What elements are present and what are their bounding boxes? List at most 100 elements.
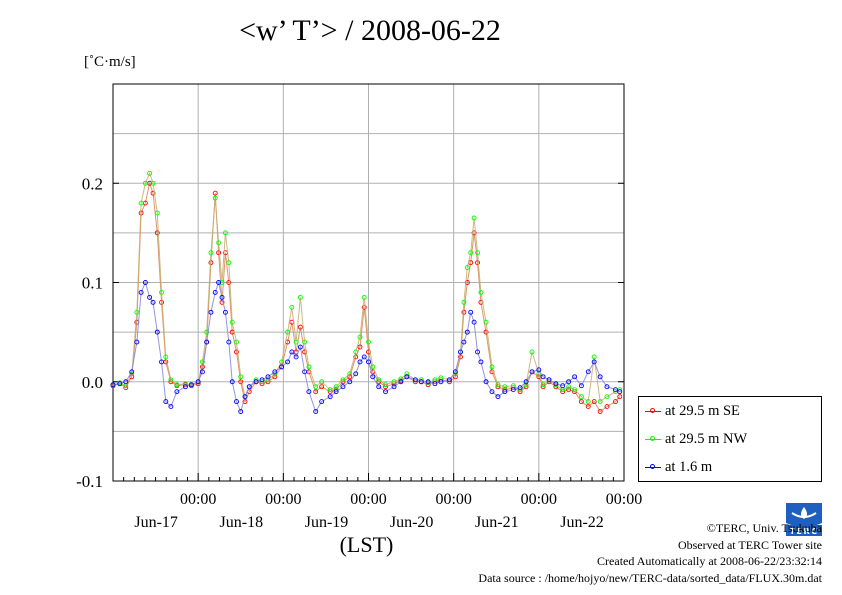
x-tick-time-label: 00:00 [180, 491, 216, 508]
data-point [222, 309, 228, 315]
x-tick-date-label: Jun-22 [560, 514, 604, 531]
data-point [566, 384, 572, 390]
x-tick-date-label: Jun-17 [134, 514, 178, 531]
data-point [234, 399, 239, 405]
data-point [425, 379, 431, 385]
data-point [438, 379, 444, 385]
legend-swatch-se [645, 405, 661, 417]
data-point [138, 289, 144, 295]
x-tick-time-label: 00:00 [606, 491, 642, 508]
data-point [226, 260, 232, 266]
data-point [553, 381, 559, 387]
data-point [226, 280, 232, 285]
data-point [297, 294, 303, 300]
data-point [238, 409, 244, 414]
data-point [361, 294, 367, 300]
data-point [597, 409, 603, 414]
data-point [591, 354, 597, 360]
data-point [195, 379, 201, 385]
data-point [461, 299, 467, 305]
data-point [398, 379, 404, 385]
x-tick-time-label: 00:00 [435, 491, 471, 508]
data-point [471, 319, 477, 325]
y-tick-label: 0.0 [82, 373, 103, 392]
data-point [147, 170, 153, 176]
data-point [452, 369, 458, 375]
data-point [216, 240, 222, 246]
data-point [327, 387, 333, 393]
data-point [219, 280, 225, 285]
data-point [478, 289, 484, 295]
data-point [391, 379, 397, 385]
data-point [572, 387, 578, 393]
data-point [404, 374, 410, 380]
footer-copyright: ©TERC, Univ. Tsukuba [706, 521, 822, 535]
data-point [154, 230, 160, 236]
data-point [495, 382, 501, 388]
footer-site: Observed at TERC Tower site [677, 537, 822, 552]
data-point [150, 180, 156, 186]
data-point [212, 289, 218, 295]
chart-title: <w’ T’> / 2008-06-22 [239, 14, 501, 47]
data-point [333, 384, 339, 390]
series-line [112, 171, 620, 403]
data-point [471, 215, 477, 221]
data-point [478, 359, 484, 365]
data-point [604, 394, 610, 400]
data-point [452, 374, 458, 380]
chart-legend: at 29.5 m SE at 29.5 m NW at 1.6 m [638, 396, 822, 482]
data-point [293, 354, 299, 360]
data-point [182, 381, 188, 387]
data-point [560, 383, 566, 389]
data-point [129, 369, 135, 375]
data-point [353, 371, 359, 377]
legend-item-se: at 29.5 m SE [645, 401, 740, 421]
data-point [159, 299, 164, 305]
data-point [289, 304, 295, 310]
data-point [222, 230, 228, 236]
data-point [174, 389, 180, 395]
data-point [319, 399, 325, 405]
data-point [117, 381, 123, 387]
data-point [458, 354, 463, 360]
x-tick-date-label: Jun-20 [390, 514, 434, 531]
data-point [468, 309, 474, 315]
terc-logo: TERC [786, 503, 822, 536]
data-point [536, 367, 542, 373]
x-tick-time-label: 00:00 [521, 491, 557, 508]
data-point [134, 309, 140, 315]
data-point [242, 394, 248, 400]
data-point [540, 382, 546, 388]
data-point [265, 377, 271, 383]
data-point [212, 195, 218, 201]
data-point [199, 369, 205, 375]
data-point [150, 299, 156, 305]
data-point [313, 409, 319, 414]
data-point [471, 230, 477, 236]
data-point [617, 394, 623, 400]
data-point [285, 329, 291, 335]
data-point [123, 379, 129, 385]
series-line [112, 280, 620, 414]
legend-swatch-1-6m [645, 461, 661, 473]
data-point [347, 379, 353, 385]
data-point [370, 374, 376, 380]
data-point [265, 374, 271, 380]
data-point [293, 339, 299, 345]
data-point [306, 389, 312, 395]
data-point [319, 384, 325, 390]
data-point [182, 384, 188, 390]
data-point [361, 304, 367, 310]
x-tick-time-label: 00:00 [350, 491, 386, 508]
data-point [219, 294, 225, 300]
data-point [412, 377, 418, 383]
footer: ©TERC, Univ. Tsukuba Observed at TERC To… [478, 520, 822, 586]
data-point [168, 404, 174, 410]
data-point [502, 389, 508, 395]
data-point [353, 354, 359, 360]
data-point [340, 384, 346, 390]
data-point [199, 359, 205, 365]
x-tick-date-label: Jun-21 [475, 514, 519, 531]
data-point [150, 190, 156, 196]
data-point [357, 344, 363, 350]
